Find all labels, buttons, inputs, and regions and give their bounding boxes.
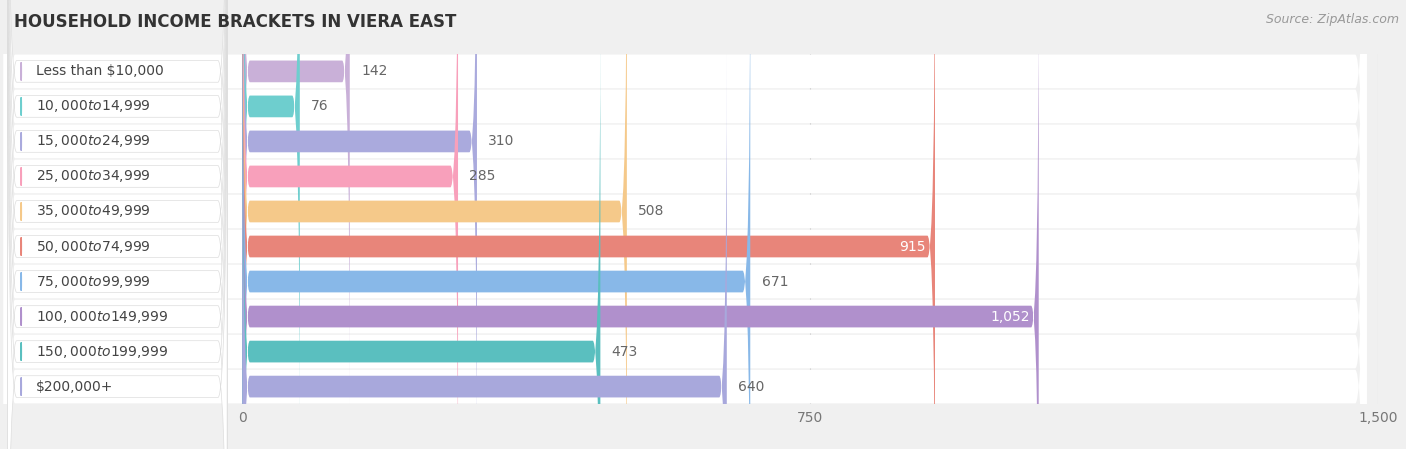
FancyBboxPatch shape [242,0,627,449]
FancyBboxPatch shape [7,0,228,449]
Text: $25,000 to $34,999: $25,000 to $34,999 [37,168,150,185]
Text: 473: 473 [612,344,638,359]
FancyBboxPatch shape [242,12,600,449]
FancyBboxPatch shape [7,0,228,449]
Text: HOUSEHOLD INCOME BRACKETS IN VIERA EAST: HOUSEHOLD INCOME BRACKETS IN VIERA EAST [14,13,457,31]
FancyBboxPatch shape [7,0,228,449]
FancyBboxPatch shape [7,0,228,449]
FancyBboxPatch shape [7,0,228,449]
Text: 508: 508 [638,204,665,219]
FancyBboxPatch shape [7,0,228,449]
Text: 142: 142 [361,64,388,79]
FancyBboxPatch shape [7,0,228,449]
FancyBboxPatch shape [4,0,1367,449]
Text: $75,000 to $99,999: $75,000 to $99,999 [37,273,150,290]
Text: 671: 671 [762,274,789,289]
FancyBboxPatch shape [7,0,228,449]
Text: $50,000 to $74,999: $50,000 to $74,999 [37,238,150,255]
FancyBboxPatch shape [4,0,1367,449]
Text: $150,000 to $199,999: $150,000 to $199,999 [37,343,169,360]
Text: 76: 76 [311,99,329,114]
FancyBboxPatch shape [242,0,350,411]
Text: $10,000 to $14,999: $10,000 to $14,999 [37,98,150,114]
Text: 310: 310 [488,134,515,149]
FancyBboxPatch shape [242,0,751,449]
Text: $200,000+: $200,000+ [37,379,114,394]
Text: 285: 285 [470,169,496,184]
FancyBboxPatch shape [4,0,1367,449]
FancyBboxPatch shape [4,0,1367,449]
Text: $100,000 to $149,999: $100,000 to $149,999 [37,308,169,325]
FancyBboxPatch shape [4,0,1367,449]
FancyBboxPatch shape [242,47,727,449]
Text: Source: ZipAtlas.com: Source: ZipAtlas.com [1265,13,1399,26]
Text: 915: 915 [900,239,927,254]
Text: $35,000 to $49,999: $35,000 to $49,999 [37,203,150,220]
FancyBboxPatch shape [4,0,1367,449]
FancyBboxPatch shape [4,0,1367,449]
FancyBboxPatch shape [242,0,1039,449]
FancyBboxPatch shape [7,0,228,449]
Text: 640: 640 [738,379,765,394]
Text: 1,052: 1,052 [990,309,1029,324]
FancyBboxPatch shape [4,0,1367,449]
FancyBboxPatch shape [242,0,935,449]
Text: $15,000 to $24,999: $15,000 to $24,999 [37,133,150,150]
FancyBboxPatch shape [242,0,299,446]
FancyBboxPatch shape [242,0,477,449]
FancyBboxPatch shape [4,0,1367,449]
FancyBboxPatch shape [242,0,458,449]
Text: Less than $10,000: Less than $10,000 [37,64,165,79]
FancyBboxPatch shape [7,0,228,449]
FancyBboxPatch shape [4,0,1367,449]
